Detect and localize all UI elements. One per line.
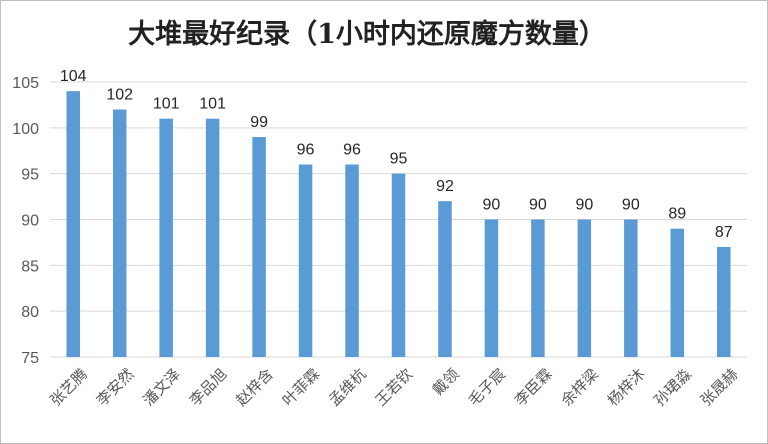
- category-label-9: 毛子宸: [465, 365, 510, 410]
- category-label-1: 李安然: [93, 365, 138, 410]
- bar-13: [670, 228, 685, 357]
- bar-0: [66, 91, 80, 358]
- category-label-11: 余梓梁: [558, 365, 603, 410]
- bar-14: [717, 247, 731, 357]
- category-label-8: 戴领: [429, 365, 463, 399]
- category-label-3: 李品旭: [186, 365, 231, 410]
- data-label-2: 101: [153, 96, 180, 113]
- y-tick-label-80: 80: [21, 304, 39, 321]
- bar-4: [252, 137, 266, 357]
- bar-5: [298, 164, 313, 357]
- data-label-7: 95: [390, 151, 408, 168]
- data-label-14: 87: [715, 224, 733, 241]
- data-label-13: 89: [668, 206, 686, 223]
- category-label-7: 王若钦: [372, 365, 417, 410]
- data-label-12: 90: [622, 197, 640, 214]
- chart-title: 大堆最好纪录（1小时内还原魔方数量）: [128, 18, 606, 50]
- data-label-8: 92: [436, 178, 454, 195]
- y-tick-label-85: 85: [21, 258, 39, 275]
- data-label-3: 101: [199, 96, 226, 113]
- bar-6: [345, 164, 359, 357]
- y-tick-label-90: 90: [21, 213, 39, 230]
- bar-8: [438, 201, 452, 357]
- category-label-13: 孙珺淼: [650, 365, 695, 410]
- data-label-6: 96: [343, 142, 361, 159]
- data-label-10: 90: [529, 197, 547, 214]
- bar-3: [205, 118, 220, 358]
- category-label-14: 张晟赫: [697, 365, 742, 410]
- category-label-12: 杨梓沐: [604, 365, 649, 410]
- y-axis-ticks: 75 80 85 90 95 100 105: [12, 75, 39, 367]
- category-label-6: 孟维杭: [325, 365, 370, 410]
- data-labels: 104 102 101 101 99 96 96 95 92 90 90 90 90 89 87: [60, 68, 733, 241]
- bar-10: [531, 219, 545, 357]
- bars: [66, 91, 731, 358]
- data-label-4: 99: [250, 114, 268, 131]
- bar-11: [577, 219, 592, 357]
- bar-12: [624, 219, 638, 357]
- bar-9: [484, 219, 499, 357]
- category-labels: 张艺腾 李安然 潘文泽 李品旭 赵梓含 叶菲霖 孟维杭 王若钦 戴领 毛子宸 李臣霖 余梓梁 杨梓沐 孙珺…: [46, 365, 741, 410]
- y-tick-label-105: 105: [12, 75, 39, 92]
- data-label-5: 96: [297, 142, 315, 159]
- bar-2: [159, 118, 173, 358]
- category-label-0: 张艺腾: [46, 365, 91, 410]
- y-tick-label-75: 75: [21, 350, 39, 367]
- data-label-0: 104: [60, 68, 87, 85]
- data-label-11: 90: [575, 197, 593, 214]
- bar-7: [391, 173, 406, 357]
- category-label-10: 李臣霖: [511, 365, 556, 410]
- data-label-9: 90: [483, 197, 501, 214]
- data-label-1: 102: [106, 87, 133, 104]
- y-tick-label-95: 95: [21, 167, 39, 184]
- bar-1: [112, 109, 127, 357]
- category-label-5: 叶菲霖: [279, 365, 324, 410]
- category-label-4: 赵梓含: [232, 365, 277, 410]
- y-tick-label-100: 100: [12, 121, 39, 138]
- category-label-2: 潘文泽: [139, 365, 184, 410]
